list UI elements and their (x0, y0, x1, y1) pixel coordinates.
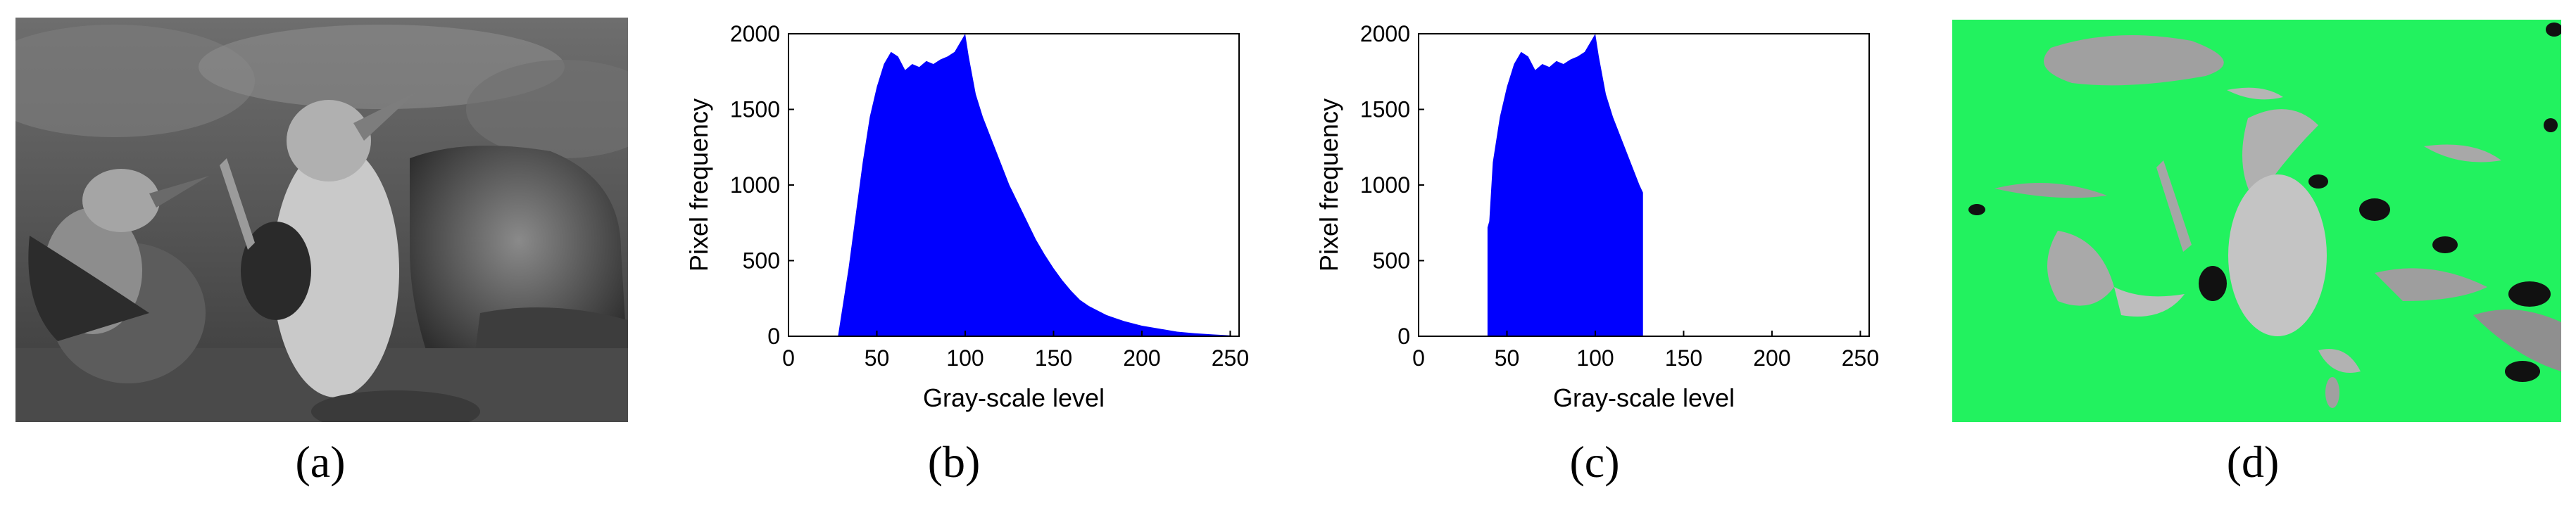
plot-frame (1418, 33, 1870, 337)
panel-label-b: (b) (927, 437, 981, 487)
x-tick-label: 50 (1495, 345, 1520, 371)
x-ticks: 0 50 100 150 200 250 (1412, 331, 1879, 371)
y-tick-label: 1000 (730, 172, 780, 198)
x-tick-label: 200 (1123, 345, 1160, 371)
x-tick-label: 0 (782, 345, 795, 371)
x-tick-label: 250 (1212, 345, 1249, 371)
photo-birds-grayscale (15, 18, 628, 422)
x-tick-label: 250 (1842, 345, 1879, 371)
segmentation-overlay (1952, 20, 2561, 422)
histogram-bars (838, 34, 1239, 336)
y-tick-label: 1000 (1360, 172, 1410, 198)
x-tick-label: 100 (1576, 345, 1614, 371)
x-tick-label: 150 (1035, 345, 1072, 371)
x-axis-label: Gray-scale level (1553, 383, 1735, 412)
y-tick-label: 500 (743, 248, 780, 274)
y-ticks: 0 500 1000 1500 2000 (730, 21, 794, 349)
y-axis-label: Pixel frequency (1314, 98, 1343, 272)
histogram-chart-c: 0 50 100 150 200 250 0 500 1000 1500 2000 Gray-sc… (1314, 21, 1879, 412)
y-tick-label: 2000 (1360, 21, 1410, 46)
y-tick-label: 2000 (730, 21, 780, 46)
y-axis-label: Pixel frequency (684, 98, 713, 272)
panel-label-a: (a) (295, 437, 346, 487)
y-tick-label: 0 (1397, 324, 1410, 349)
histogram-chart-b: 0 50 100 150 200 250 0 500 1000 1500 2000 Gray-sc… (684, 21, 1249, 412)
y-tick-label: 1500 (730, 97, 780, 122)
x-tick-label: 50 (865, 345, 890, 371)
x-tick-label: 0 (1412, 345, 1425, 371)
y-tick-label: 500 (1373, 248, 1410, 274)
panel-label-c: (c) (1569, 437, 1620, 487)
x-tick-label: 150 (1665, 345, 1702, 371)
x-ticks: 0 50 100 150 200 250 (782, 331, 1249, 371)
plot-area (1418, 33, 1870, 337)
y-ticks: 0 500 1000 1500 2000 (1360, 21, 1424, 349)
x-tick-label: 200 (1753, 345, 1790, 371)
y-tick-label: 1500 (1360, 97, 1410, 122)
panel-label-d: (d) (2226, 437, 2280, 487)
x-tick-label: 100 (946, 345, 984, 371)
histogram-bars (1487, 34, 1643, 336)
plot-area (788, 33, 1240, 337)
y-tick-label: 0 (767, 324, 780, 349)
x-axis-label: Gray-scale level (923, 383, 1105, 412)
